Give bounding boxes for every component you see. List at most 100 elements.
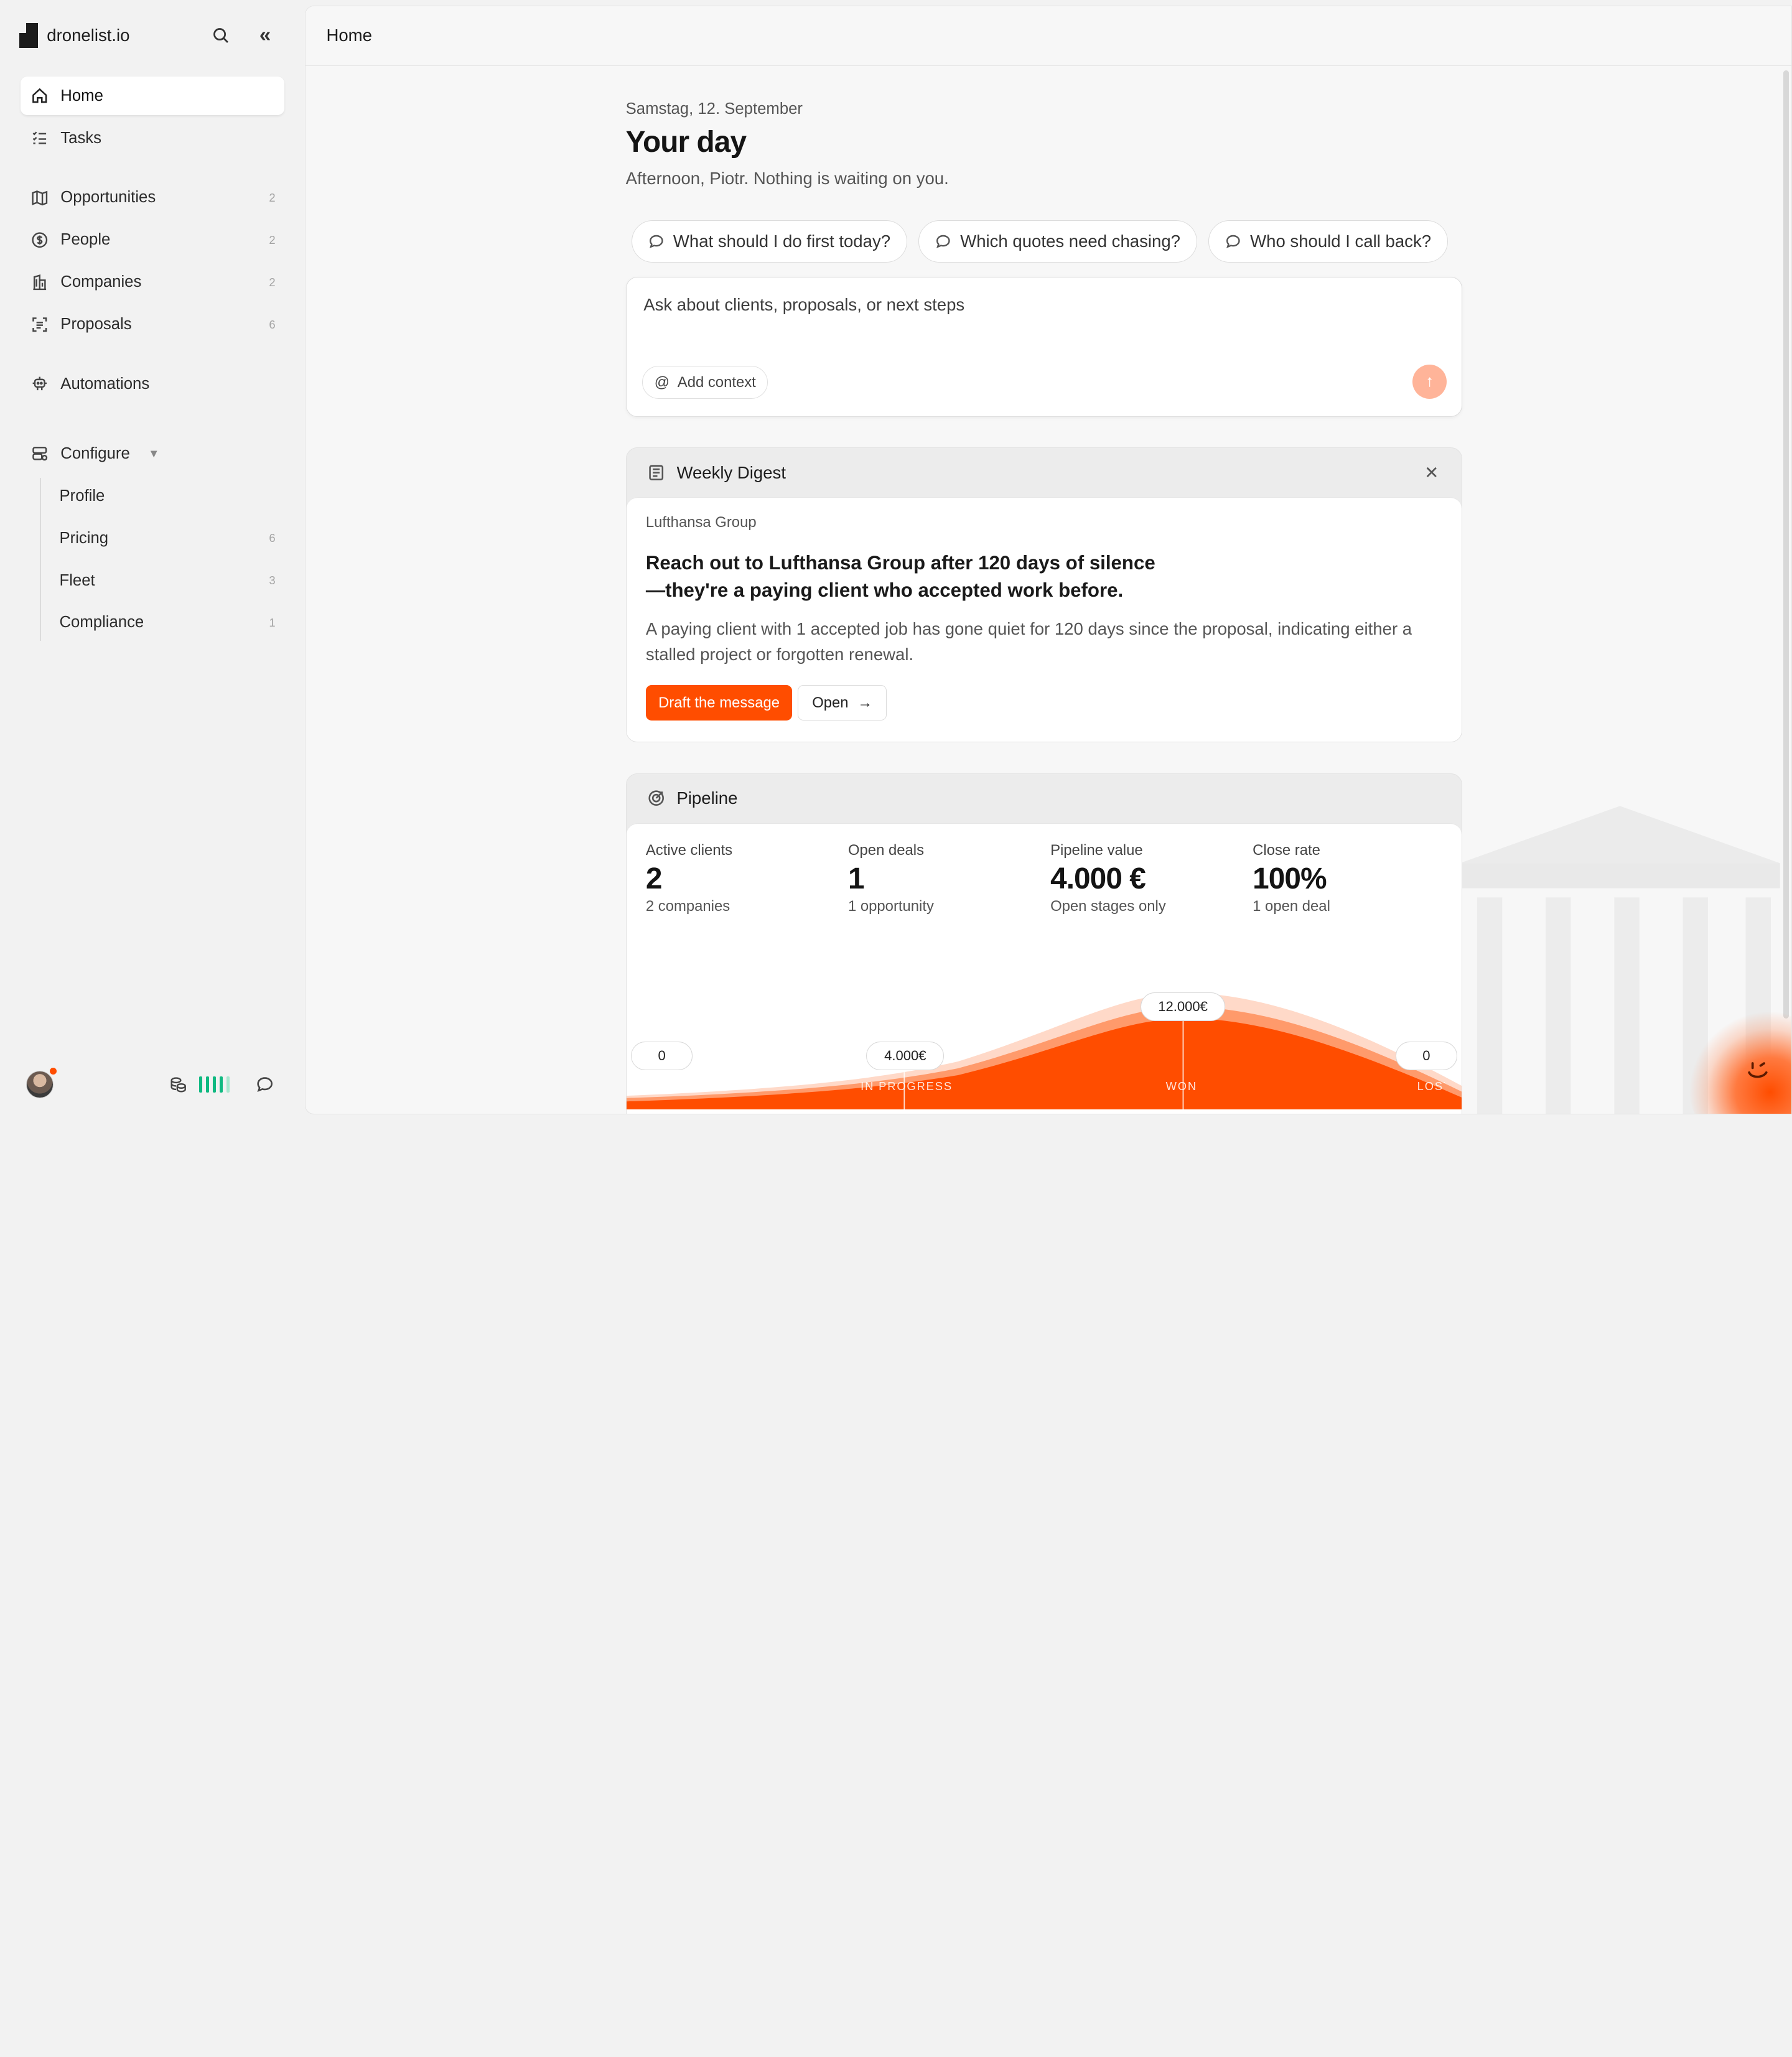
chat-bubble-icon[interactable]	[255, 1074, 276, 1094]
sidebar-item-pricing[interactable]: Pricing 6	[60, 521, 285, 556]
stat-sub: 2 companies	[645, 898, 730, 915]
sidebar-item-count: 2	[269, 275, 276, 289]
pipeline-chart	[626, 992, 1462, 1109]
topbar: Home	[306, 6, 1791, 66]
digest-company: Lufthansa Group	[645, 513, 757, 531]
card-title: Pipeline	[676, 788, 738, 808]
collapse-sidebar-icon[interactable]: «	[259, 23, 271, 47]
brand-logo-icon	[19, 22, 38, 49]
coins-icon[interactable]	[168, 1074, 189, 1094]
add-context-button[interactable]: @ Add context	[642, 365, 768, 399]
sidebar-item-compliance[interactable]: Compliance 1	[60, 605, 285, 640]
stat-sub: Open stages only	[1050, 898, 1166, 915]
suggestion-chip[interactable]: What should I do first today?	[631, 220, 907, 263]
card-body: Lufthansa Group Reach out to Lufthansa G…	[626, 497, 1462, 742]
stat-value: 100%	[1253, 862, 1327, 895]
server-icon	[31, 444, 49, 462]
sidebar-item-profile[interactable]: Profile	[60, 479, 285, 513]
greeting-text: Afternoon, Piotr. Nothing is waiting on …	[625, 168, 949, 188]
sidebar-item-count: 2	[269, 233, 276, 246]
sidebar-item-count: 6	[269, 317, 276, 331]
search-icon[interactable]	[208, 23, 233, 48]
suggestion-chip[interactable]: Which quotes need chasing?	[918, 220, 1197, 263]
target-icon	[648, 790, 664, 806]
brand[interactable]: dronelist.io	[19, 22, 130, 49]
avatar[interactable]	[26, 1070, 54, 1099]
stage-value-pill: 0	[631, 1042, 693, 1071]
scrollbar[interactable]	[1783, 70, 1790, 1019]
sidebar-item-tasks[interactable]: Tasks	[21, 119, 284, 157]
arrow-right-icon: →	[857, 694, 873, 711]
open-button-label: Open	[812, 694, 849, 711]
dollar-circle-icon	[31, 231, 49, 249]
sidebar-item-count: 2	[269, 190, 276, 204]
close-icon[interactable]: ✕	[1424, 463, 1439, 482]
ask-input[interactable]	[643, 295, 1375, 315]
pipeline-card: Pipeline Active clients 2 2 companies Op…	[625, 773, 1463, 1114]
chevron-down-icon[interactable]: ▼	[148, 447, 160, 460]
ask-composer: @ Add context ↑	[625, 277, 1463, 417]
sidebar-item-companies[interactable]: Companies 2	[21, 263, 284, 301]
stat-label: Pipeline value	[1050, 841, 1143, 859]
digest-description: A paying client with 1 accepted job has …	[645, 619, 1412, 664]
usage-bar	[219, 1076, 223, 1093]
tasks-icon	[31, 129, 49, 147]
sidebar-item-label: Proposals	[60, 315, 132, 334]
page-title: Home	[326, 26, 372, 45]
stage-label: LOST	[1417, 1079, 1445, 1093]
send-button[interactable]: ↑	[1412, 365, 1447, 399]
stage-value-pill: 4.000€	[866, 1042, 945, 1071]
stat-close-rate: Close rate 100% 1 open deal	[1253, 842, 1447, 915]
stat-open-deals: Open deals 1 1 opportunity	[848, 842, 1042, 915]
sidebar-item-fleet[interactable]: Fleet 3	[60, 563, 285, 597]
sidebar-item-label: Tasks	[60, 129, 101, 147]
stage-label: WON	[1165, 1079, 1197, 1093]
home-icon	[31, 87, 49, 105]
suggestion-chip-label: What should I do first today?	[673, 231, 891, 251]
sidebar-item-home[interactable]: Home	[21, 77, 285, 116]
stage-value-pill: 12.000€	[1141, 992, 1226, 1022]
sidebar-item-label: Companies	[60, 273, 142, 291]
sidebar-item-count: 3	[269, 574, 276, 587]
stat-value: 2	[645, 862, 663, 895]
robot-icon	[31, 375, 49, 393]
suggestion-chip-label: Who should I call back?	[1250, 231, 1432, 251]
draft-message-button[interactable]: Draft the message	[645, 685, 793, 721]
sidebar-item-configure[interactable]: Configure ▼	[21, 434, 284, 473]
chat-bubble-icon	[1226, 235, 1240, 248]
app-window: dronelist.io « Home Tasks Opportunities …	[0, 0, 1792, 1120]
sidebar-item-label: Opportunities	[60, 189, 156, 207]
stage-value-pill: 0	[1395, 1042, 1457, 1071]
sidebar-item-proposals[interactable]: Proposals 6	[21, 305, 284, 343]
suggestion-chip[interactable]: Who should I call back?	[1208, 220, 1448, 263]
stat-value: 1	[847, 862, 865, 895]
sidebar-item-label: People	[60, 231, 111, 249]
brand-name: dronelist.io	[47, 25, 130, 45]
sidebar-item-label: Compliance	[59, 613, 144, 632]
sidebar-item-count: 6	[269, 531, 276, 545]
sidebar-item-count: 1	[269, 615, 276, 629]
usage-bar	[226, 1076, 230, 1093]
sidebar-item-label: Automations	[60, 375, 150, 393]
date-label: Samstag, 12. September	[625, 100, 803, 118]
assistant-face-icon[interactable]	[1743, 1056, 1773, 1086]
sidebar-item-opportunities[interactable]: Opportunities 2	[21, 179, 284, 217]
building-icon	[31, 273, 49, 291]
open-button[interactable]: Open →	[798, 685, 887, 721]
subnav-divider	[40, 477, 42, 641]
stat-label: Active clients	[645, 841, 733, 859]
digest-headline: Reach out to Lufthansa Group after 120 d…	[645, 551, 1155, 601]
stat-sub: 1 opportunity	[847, 898, 934, 915]
sidebar-item-automations[interactable]: Automations	[21, 365, 284, 403]
usage-meter[interactable]	[198, 1076, 230, 1093]
suggestion-chip-label: Which quotes need chasing?	[960, 231, 1180, 251]
main-panel: Home Samstag, 12. September Your day Aft…	[305, 6, 1792, 1114]
card-header: Weekly Digest	[627, 448, 1462, 497]
sidebar: dronelist.io « Home Tasks Opportunities …	[0, 0, 306, 1120]
stat-label: Close rate	[1253, 841, 1320, 859]
sidebar-item-people[interactable]: People 2	[21, 220, 284, 259]
chat-bubble-icon	[649, 235, 663, 248]
stat-pipeline-value: Pipeline value 4.000 € Open stages only	[1050, 842, 1244, 915]
sidebar-item-label: Home	[60, 86, 103, 105]
sidebar-footer	[0, 1065, 305, 1104]
